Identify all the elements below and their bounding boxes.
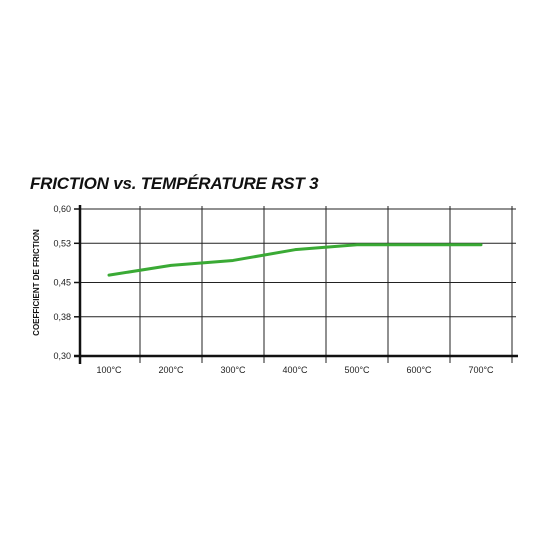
y-tick-label: 0,60 <box>53 204 71 214</box>
x-tick-label: 400°C <box>282 365 308 375</box>
chart-title: FRICTION vs. TEMPÉRATURE RST 3 <box>30 174 319 193</box>
x-tick-label: 500°C <box>344 365 370 375</box>
series-line <box>107 243 483 277</box>
x-tick-label: 200°C <box>158 365 184 375</box>
y-tick-label: 0,38 <box>53 312 71 322</box>
x-tick-label: 300°C <box>220 365 246 375</box>
axes-layer <box>74 205 518 364</box>
grid-layer <box>80 206 516 356</box>
x-tick-label: 600°C <box>406 365 432 375</box>
y-tick-label: 0,45 <box>53 278 71 288</box>
series-layer <box>107 243 483 277</box>
y-axis-title: COEFFICIENT DE FRICTION <box>32 229 41 336</box>
y-tick-label: 0,53 <box>53 238 71 248</box>
label-layer: 0,60 0,53 0,45 0,38 0,30 100°C 200°C 300°C 400°C… <box>32 204 494 375</box>
x-tick-label: 700°C <box>468 365 494 375</box>
x-tick-label: 100°C <box>96 365 122 375</box>
y-tick-label: 0,30 <box>53 351 71 361</box>
